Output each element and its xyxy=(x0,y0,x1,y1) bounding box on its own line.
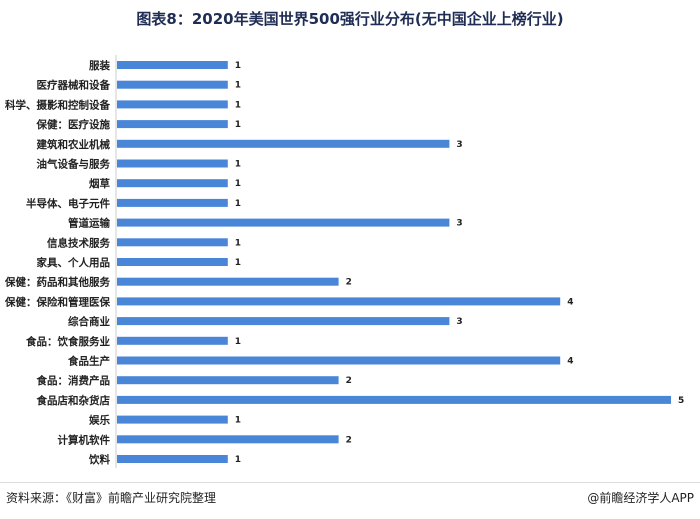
data-label: 1 xyxy=(235,120,241,130)
data-label: 1 xyxy=(235,81,241,91)
category-label: 保健：药品和其他服务 xyxy=(4,276,110,289)
category-label: 油气设备与服务 xyxy=(37,158,111,171)
category-label: 计算机软件 xyxy=(58,433,111,446)
data-label: 1 xyxy=(235,100,241,110)
data-label: 4 xyxy=(567,297,573,307)
bar xyxy=(117,100,228,109)
data-label: 3 xyxy=(456,317,462,327)
bar xyxy=(117,277,339,286)
category-label: 信息技术服务 xyxy=(47,236,110,249)
bar xyxy=(117,376,339,385)
brand-label: @前瞻经济学人APP xyxy=(587,491,694,505)
category-label: 保健：医疗设施 xyxy=(36,118,111,131)
category-label: 食品生产 xyxy=(67,355,110,368)
data-label: 4 xyxy=(567,357,573,367)
bar-chart: 服装 1 医疗器械和设备 1 科学、摄影和控制设备 1 保健：医疗设施 1 建筑和农业机械 3 油气… xyxy=(4,55,684,468)
divider xyxy=(0,482,700,483)
bar xyxy=(117,179,228,188)
bar xyxy=(117,218,450,227)
category-label: 食品：消费产品 xyxy=(36,374,111,387)
bar xyxy=(117,159,228,168)
bar xyxy=(117,80,228,89)
data-label: 2 xyxy=(346,376,352,386)
bar xyxy=(117,356,561,365)
bar xyxy=(117,415,228,424)
bar xyxy=(117,61,228,69)
category-label: 烟草 xyxy=(89,177,110,190)
category-label: 饮料 xyxy=(88,453,110,466)
source-note: 资料来源：《财富》前瞻产业研究院整理 xyxy=(6,491,217,505)
category-label: 半导体、电子元件 xyxy=(26,197,110,210)
category-label: 建筑和农业机械 xyxy=(36,138,111,151)
data-label: 1 xyxy=(235,199,241,209)
category-label: 家具、个人用品 xyxy=(37,256,111,269)
bar xyxy=(117,198,228,207)
data-label: 2 xyxy=(346,278,352,288)
data-label: 3 xyxy=(456,140,462,150)
data-label: 3 xyxy=(456,219,462,229)
bar xyxy=(117,435,339,444)
bar xyxy=(117,395,671,404)
category-label: 食品店和杂货店 xyxy=(36,394,111,407)
category-label: 娱乐 xyxy=(89,414,110,427)
bar xyxy=(117,317,450,326)
category-label: 科学、摄影和控制设备 xyxy=(5,98,110,111)
bar xyxy=(117,238,228,247)
category-label: 服装 xyxy=(89,59,110,72)
data-label: 1 xyxy=(235,337,241,347)
bar xyxy=(117,139,450,148)
data-label: 1 xyxy=(235,455,241,465)
bar xyxy=(117,297,561,306)
category-label: 保健：保险和管理医保 xyxy=(4,295,110,308)
data-label: 2 xyxy=(346,435,352,445)
bar xyxy=(117,336,228,345)
data-label: 1 xyxy=(235,61,241,71)
bar xyxy=(117,120,228,129)
data-label: 1 xyxy=(235,238,241,248)
data-label: 1 xyxy=(235,416,241,426)
bar xyxy=(117,455,228,463)
bar xyxy=(117,258,228,266)
data-label: 5 xyxy=(678,396,684,406)
category-label: 医疗器械和设备 xyxy=(37,79,111,92)
data-label: 1 xyxy=(235,258,241,268)
chart-title: 图表8：2020年美国世界500强行业分布(无中国企业上榜行业) xyxy=(136,10,564,28)
category-label: 管道运输 xyxy=(68,217,110,230)
data-label: 1 xyxy=(235,160,241,170)
category-label: 综合商业 xyxy=(68,315,110,328)
data-label: 1 xyxy=(235,179,241,189)
category-label: 食品：饮食服务业 xyxy=(25,335,110,348)
